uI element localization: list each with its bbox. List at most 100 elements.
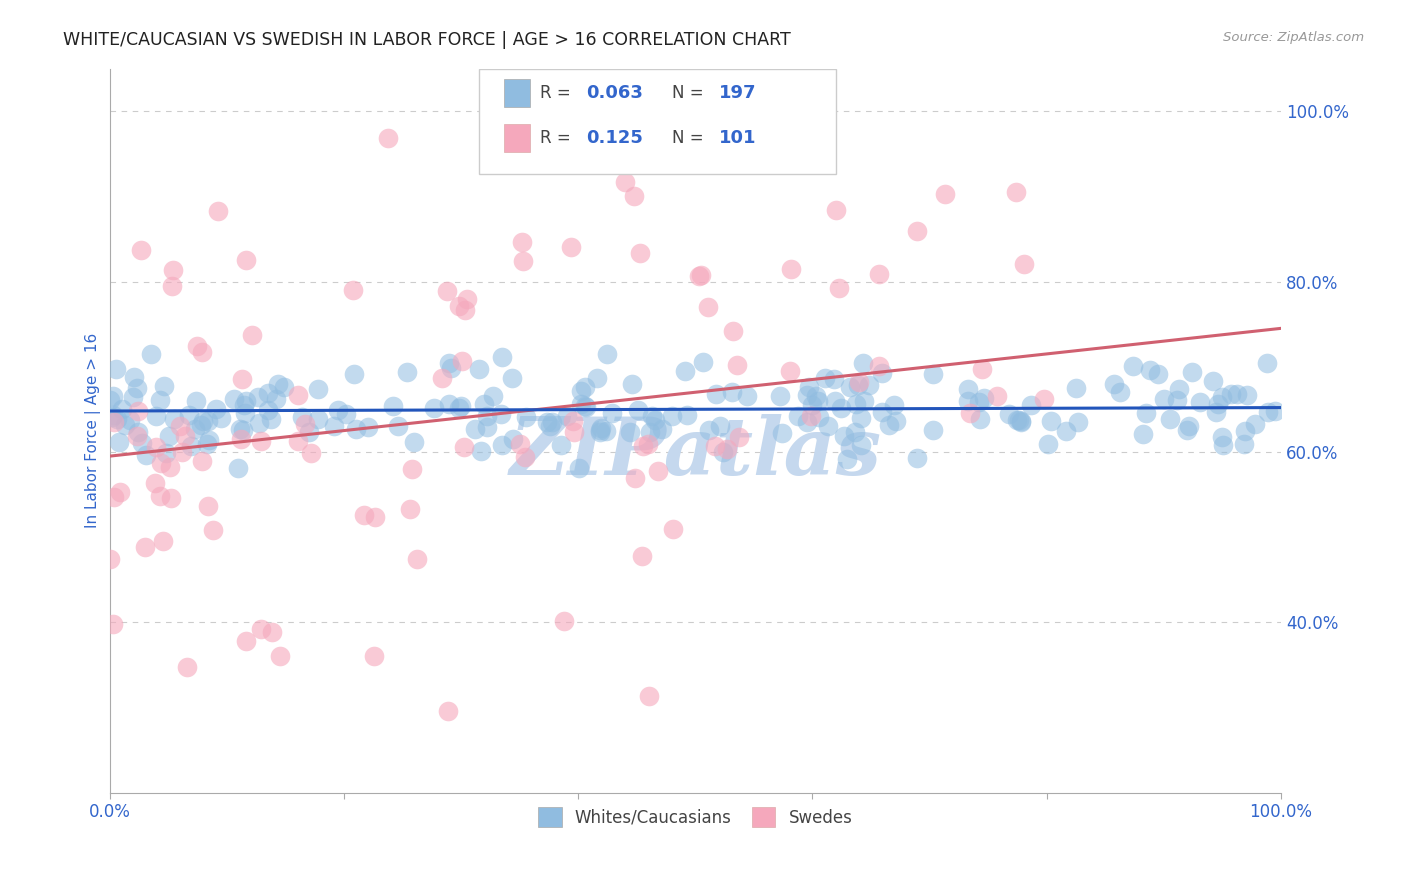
Point [127, 404, 149, 418]
Point [436, 284, 458, 298]
Point [262, 625, 284, 640]
Point [1175, 423, 1198, 437]
Point [1036, 437, 1059, 451]
Point [491, 350, 513, 364]
Point [1208, 397, 1230, 411]
Point [98, 551, 121, 566]
Point [589, 425, 612, 440]
Point [108, 485, 131, 500]
Point [432, 371, 454, 385]
Point [160, 279, 183, 293]
Text: N =: N = [672, 84, 703, 103]
Point [1244, 417, 1267, 431]
Point [614, 175, 637, 189]
Point [571, 384, 593, 398]
Point [299, 445, 322, 459]
Point [725, 358, 748, 372]
Point [735, 389, 758, 403]
Point [174, 429, 197, 443]
Point [464, 422, 486, 436]
Point [921, 367, 943, 381]
Point [997, 408, 1019, 422]
Point [550, 438, 572, 452]
Point [122, 391, 145, 405]
Point [381, 399, 404, 413]
Point [1135, 406, 1157, 420]
Point [845, 397, 868, 411]
Point [1064, 381, 1087, 395]
Point [1166, 392, 1188, 407]
Point [883, 398, 905, 412]
Point [673, 364, 696, 378]
Point [267, 377, 290, 392]
Point [180, 439, 202, 453]
Point [769, 389, 792, 403]
Point [1014, 257, 1036, 271]
Point [134, 541, 156, 555]
Point [858, 378, 880, 392]
Point [1132, 426, 1154, 441]
Point [512, 254, 534, 268]
Point [193, 414, 215, 428]
Point [877, 417, 900, 432]
Point [808, 409, 831, 424]
Point [824, 394, 846, 409]
Point [637, 436, 659, 450]
Point [675, 409, 697, 423]
Point [145, 475, 167, 490]
Point [335, 407, 357, 421]
Point [472, 397, 495, 411]
Point [796, 415, 818, 429]
Point [772, 425, 794, 440]
Point [468, 361, 491, 376]
Point [823, 372, 845, 386]
Point [1102, 376, 1125, 391]
Text: N =: N = [672, 129, 703, 147]
Point [159, 460, 181, 475]
Point [638, 425, 661, 439]
Point [1033, 392, 1056, 406]
Point [228, 422, 250, 436]
Point [1159, 412, 1181, 426]
Point [787, 409, 810, 423]
Point [273, 380, 295, 394]
Point [177, 409, 200, 423]
Point [260, 412, 283, 426]
Point [1054, 424, 1077, 438]
Point [957, 382, 980, 396]
Point [509, 437, 531, 451]
Point [1188, 394, 1211, 409]
Point [152, 533, 174, 548]
Point [149, 456, 172, 470]
Point [226, 461, 249, 475]
Point [186, 339, 208, 353]
Point [1211, 430, 1233, 444]
Text: 197: 197 [718, 84, 756, 103]
Point [711, 444, 734, 458]
Point [817, 418, 839, 433]
Point [824, 203, 846, 218]
Point [619, 425, 641, 440]
Point [264, 392, 287, 406]
Point [197, 414, 219, 428]
Point [103, 415, 125, 429]
Point [678, 128, 700, 143]
Point [801, 398, 824, 412]
Text: Source: ZipAtlas.com: Source: ZipAtlas.com [1223, 31, 1364, 45]
Point [163, 412, 186, 426]
Point [246, 391, 269, 405]
Point [149, 489, 172, 503]
Point [969, 411, 991, 425]
Point [651, 422, 673, 436]
Point [624, 471, 647, 485]
Point [98, 392, 121, 407]
Point [101, 409, 124, 424]
Text: 101: 101 [718, 129, 756, 147]
Point [249, 417, 271, 431]
Point [849, 410, 872, 425]
Point [307, 411, 329, 425]
Point [1233, 437, 1256, 451]
Text: 0.125: 0.125 [586, 129, 643, 147]
Point [513, 450, 536, 464]
Point [690, 268, 713, 282]
